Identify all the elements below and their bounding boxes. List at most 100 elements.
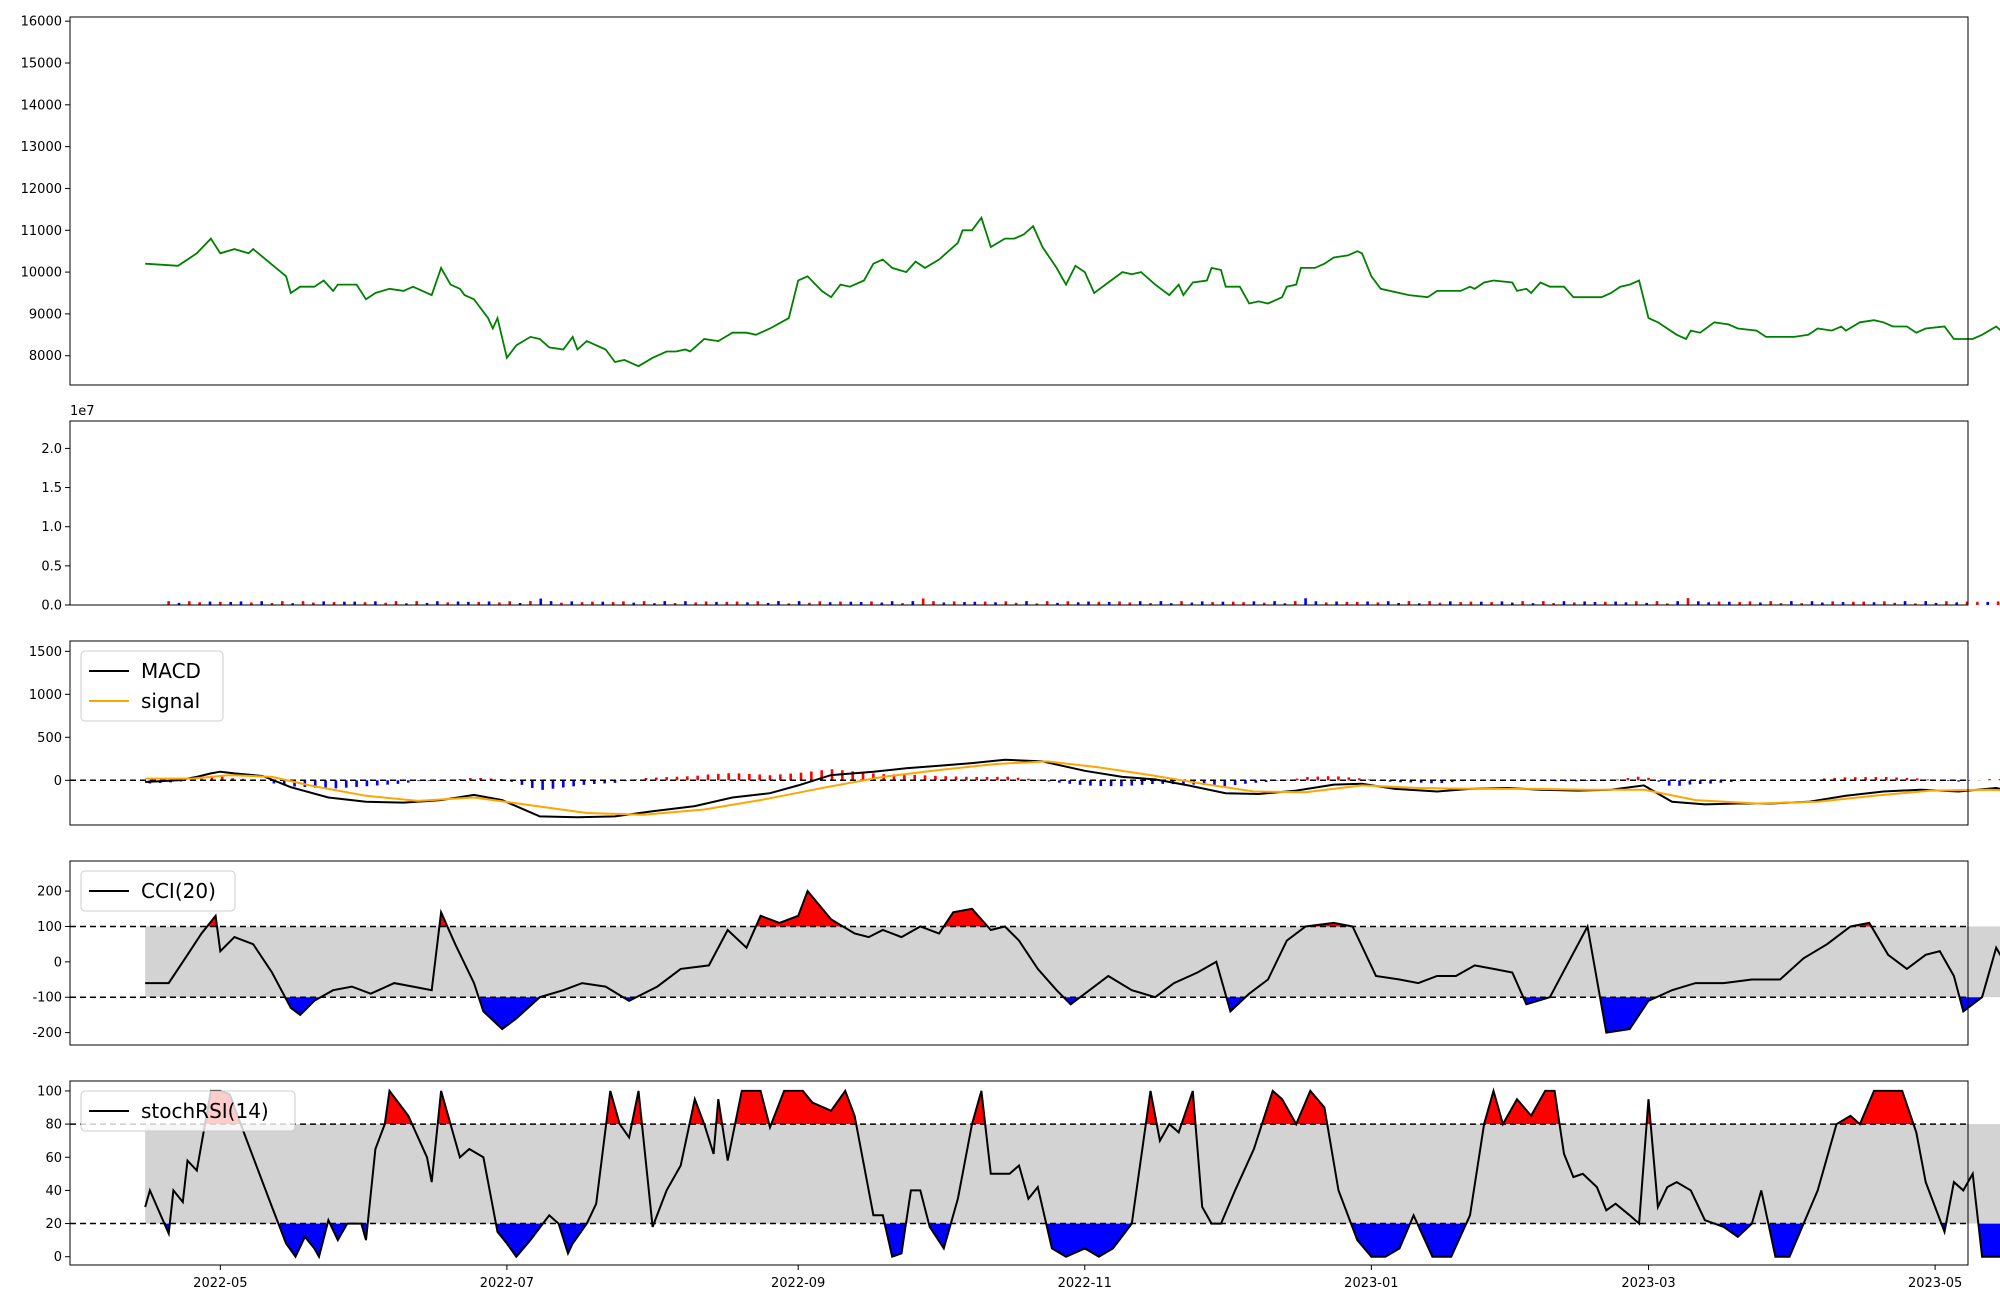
volume-bar	[1686, 598, 1690, 605]
volume-bar	[467, 601, 470, 605]
volume-bar	[167, 601, 170, 605]
stochrsi-oversold-fill	[496, 1223, 543, 1257]
volume-bar	[839, 601, 842, 605]
volume-bar	[684, 601, 687, 605]
volume-bar	[725, 601, 729, 605]
volume-bar	[570, 601, 574, 605]
macd-hist-bar	[686, 776, 689, 781]
macd-hist-bar	[737, 773, 741, 781]
macd-hist-bar	[1244, 780, 1247, 784]
volume-bar	[1417, 603, 1421, 605]
volume-bar	[1717, 601, 1721, 605]
macd-hist-bar	[717, 773, 720, 781]
macd-hist-bar	[1626, 778, 1630, 781]
volume-bar	[580, 602, 584, 605]
macd-hist-bar	[975, 776, 979, 781]
macd-hist-bar	[820, 770, 823, 781]
macd-hist-bar	[1657, 780, 1661, 782]
volume-bar	[1738, 602, 1741, 605]
macd-hist-bar	[1574, 780, 1578, 782]
macd-hist-bar	[1130, 780, 1134, 786]
volume-bar	[1025, 601, 1028, 605]
macd-hist-bar	[1636, 776, 1640, 781]
stochrsi-oversold-fill	[1978, 1223, 2000, 1257]
volume-bar	[663, 601, 667, 605]
macd-hist-bar	[1275, 780, 1278, 781]
macd-hist-bar	[1337, 776, 1340, 781]
macd-hist-bar	[210, 776, 214, 781]
macd-hist-bar	[592, 780, 596, 784]
cci-panel-frame	[69, 860, 1969, 1046]
volume-bar	[188, 601, 191, 605]
volume-bar	[1076, 602, 1080, 605]
volume-bar	[518, 602, 522, 605]
volume-bar	[1645, 602, 1648, 605]
volume-bar	[1221, 601, 1225, 605]
volume-bar	[1190, 602, 1194, 605]
macd-hist-bar	[1099, 780, 1103, 787]
volume-bar	[1862, 601, 1866, 605]
legend-label: CCI(20)	[141, 879, 216, 903]
macd-hist-bar	[1202, 780, 1206, 786]
macd-hist-bar	[1957, 780, 1960, 782]
stochrsi-overbought-fill	[1145, 1090, 1157, 1125]
macd-hist-bar	[1295, 778, 1299, 781]
macd-hist-bar	[220, 776, 224, 781]
volume-bar	[1045, 601, 1049, 605]
macd-hist-bar	[479, 778, 482, 781]
macd-hist-bar	[510, 780, 513, 782]
y-tick-label: 100	[37, 920, 62, 935]
macd-hist-bar	[1874, 777, 1878, 781]
volume-bar	[808, 602, 811, 605]
volume-bar	[1573, 602, 1576, 605]
volume-bar	[1500, 601, 1504, 605]
volume-bar	[1841, 602, 1845, 605]
macd-hist-bar	[810, 771, 813, 781]
volume-bar	[983, 601, 987, 605]
x-tick-label: 2023-01	[1344, 1276, 1398, 1291]
macd-hist-bar	[789, 773, 792, 781]
volume-bar	[963, 602, 966, 605]
volume-bar	[1903, 601, 1907, 605]
macd-hist-bar	[665, 777, 668, 781]
x-tick-label: 2023-03	[1621, 1276, 1675, 1291]
macd-hist-bar	[1109, 780, 1113, 787]
volume-bar	[229, 601, 232, 605]
y-tick-label: 500	[37, 731, 62, 746]
x-tick-label: 2022-07	[480, 1276, 534, 1291]
volume-bar	[374, 601, 377, 605]
macd-hist-bar	[675, 776, 679, 781]
macd-hist-bar	[1161, 780, 1165, 784]
volume-bar	[1159, 601, 1163, 605]
price-panel: 8000 9000 10000 11000 12000 13000 14000 15000 16…	[21, 15, 2000, 368]
y-tick-label: 100	[37, 1084, 62, 1099]
volume-bar	[1490, 602, 1493, 605]
volume-bar	[1552, 603, 1555, 605]
stochrsi-oversold-fill	[884, 1223, 906, 1257]
volume-bar	[1996, 601, 2000, 605]
macd-hist-bar	[696, 775, 699, 781]
stochrsi-overbought-fill	[1836, 1090, 1914, 1125]
volume-bar	[1428, 601, 1431, 605]
macd-hist-bar	[861, 772, 865, 781]
y-tick-label: 8000	[29, 349, 62, 364]
volume-bar	[281, 601, 284, 605]
macd-hist-bar	[1089, 780, 1092, 786]
volume-bar	[1097, 601, 1101, 605]
cci-band-fill	[145, 926, 2000, 998]
macd-hist-bar	[1078, 780, 1082, 785]
volume-bar	[529, 601, 532, 605]
macd-hist-bar	[655, 777, 658, 781]
macd-hist-bar	[706, 774, 710, 781]
volume-bar	[1056, 602, 1059, 605]
y-tick-label: 0	[54, 955, 62, 970]
macd-hist-bar	[872, 773, 875, 781]
volume-bar	[1614, 601, 1617, 605]
volume-bar	[353, 601, 356, 605]
macd-hist-bar	[603, 780, 606, 784]
volume-bar	[239, 601, 243, 605]
macd-hist-bar	[406, 780, 410, 783]
volume-bar	[1035, 603, 1039, 605]
volume-bar	[405, 603, 408, 605]
volume-bar	[704, 601, 708, 605]
